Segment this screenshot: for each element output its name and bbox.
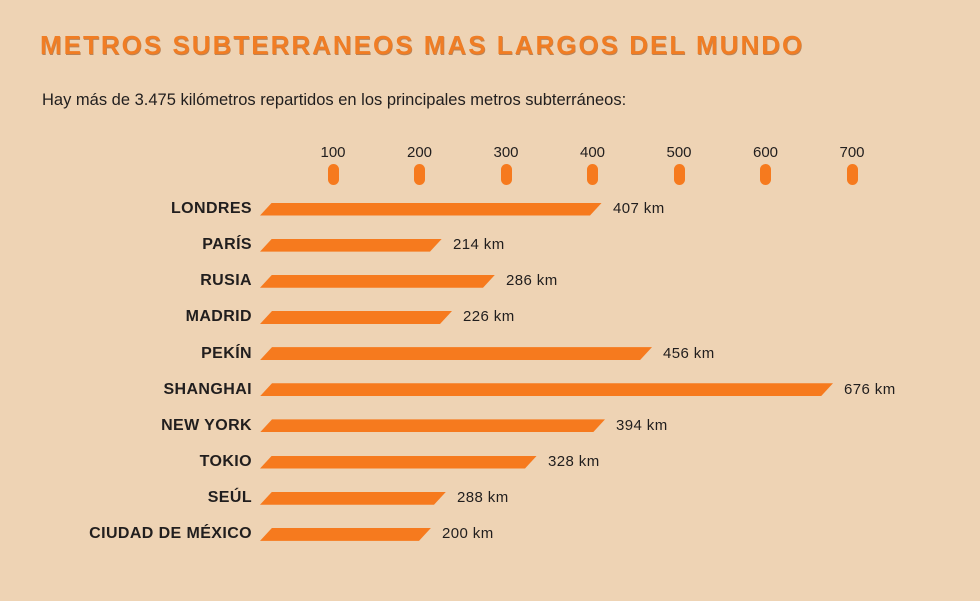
category-label: TOKIO <box>199 453 252 471</box>
category-label: NEW YORK <box>161 416 252 434</box>
bar <box>260 275 495 288</box>
bar <box>260 492 446 505</box>
axis-tick-label: 300 <box>493 144 519 161</box>
category-label: SHANGHAI <box>163 380 252 398</box>
category-label: PARÍS <box>202 236 252 254</box>
value-label: 394 km <box>616 416 668 434</box>
value-label: 214 km <box>453 236 505 254</box>
axis-tick-label: 700 <box>839 144 865 161</box>
bar <box>260 456 537 469</box>
chart-subtitle: Hay más de 3.475 kilómetros repartidos e… <box>42 91 627 109</box>
category-label: SEÚL <box>207 489 252 507</box>
category-label: MADRID <box>185 308 252 326</box>
axis-tick-marker <box>414 164 425 185</box>
axis-tick-marker <box>760 164 771 185</box>
axis-tick-marker <box>327 164 339 185</box>
value-label: 288 km <box>457 489 509 507</box>
value-label: 456 km <box>663 344 715 362</box>
bar <box>260 419 605 432</box>
axis-tick-marker <box>500 164 512 185</box>
bar <box>260 383 833 396</box>
bar <box>260 311 452 324</box>
value-label: 328 km <box>548 453 600 471</box>
value-label: 286 km <box>506 272 558 290</box>
page-title: METROS SUBTERRANEOS MAS LARGOS DEL MUNDO <box>40 30 805 60</box>
axis-tick-label: 400 <box>579 144 606 161</box>
axis-tick-label: 500 <box>666 144 692 161</box>
axis-tick-marker <box>673 164 685 185</box>
category-label: CIUDAD DE MÉXICO <box>89 525 252 543</box>
value-label: 226 km <box>463 308 515 326</box>
category-label: LONDRES <box>170 200 252 217</box>
category-label: PEKÍN <box>201 344 252 362</box>
bar <box>260 528 431 541</box>
axis-tick-label: 600 <box>752 144 779 161</box>
category-label: RUSIA <box>200 272 252 290</box>
value-label: 676 km <box>844 380 896 398</box>
value-label: 407 km <box>613 200 665 217</box>
value-label: 200 km <box>442 525 494 543</box>
axis-tick-marker <box>587 164 598 185</box>
axis-tick-marker <box>846 164 858 185</box>
bar <box>260 347 652 360</box>
axis-tick-label: 200 <box>406 144 433 161</box>
axis-tick-label: 100 <box>320 144 346 161</box>
bar <box>260 203 602 216</box>
bar <box>260 239 442 252</box>
